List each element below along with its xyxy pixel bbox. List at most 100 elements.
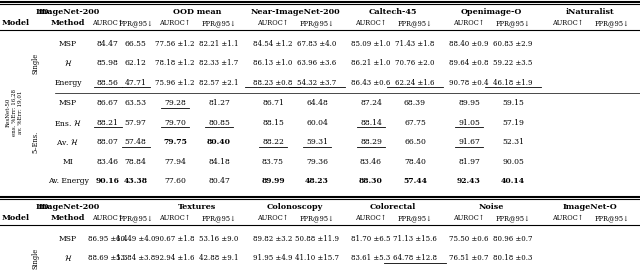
Text: 86.43 ±0.6: 86.43 ±0.6	[351, 79, 390, 87]
Text: 62.24 ±1.6: 62.24 ±1.6	[396, 79, 435, 87]
Text: 86.13 ±1.0: 86.13 ±1.0	[253, 59, 292, 67]
Text: 77.60: 77.60	[164, 177, 186, 185]
Text: 90.16: 90.16	[95, 177, 120, 185]
Text: 80.47: 80.47	[208, 177, 230, 185]
Text: Noise: Noise	[478, 203, 504, 211]
Text: 79.36: 79.36	[306, 158, 328, 166]
Text: ImageNet-200: ImageNet-200	[36, 203, 100, 211]
Text: 81.70 ±6.5: 81.70 ±6.5	[351, 235, 391, 243]
Text: 47.71: 47.71	[125, 79, 147, 87]
Text: 78.18 ±1.2: 78.18 ±1.2	[156, 59, 195, 67]
Text: ImageNet-200: ImageNet-200	[36, 8, 100, 16]
Text: AUROC↑: AUROC↑	[92, 214, 123, 222]
Text: 43.38: 43.38	[124, 177, 147, 185]
Text: 90.78 ±0.4: 90.78 ±0.4	[449, 79, 489, 87]
Text: 53.16 ±9.0: 53.16 ±9.0	[199, 235, 239, 243]
Text: ID:: ID:	[39, 8, 52, 16]
Text: 42.88 ±9.1: 42.88 ±9.1	[199, 254, 239, 262]
Text: 79.28: 79.28	[164, 99, 186, 107]
Text: 68.39: 68.39	[404, 99, 426, 107]
Text: 83.46: 83.46	[360, 158, 382, 166]
Text: 54.32 ±3.7: 54.32 ±3.7	[298, 79, 337, 87]
Text: AUROC↑: AUROC↑	[159, 19, 191, 27]
Text: Single: Single	[31, 53, 39, 74]
Text: 59.22 ±3.5: 59.22 ±3.5	[493, 59, 532, 67]
Text: 91.95 ±4.9: 91.95 ±4.9	[253, 254, 292, 262]
Text: 88.07: 88.07	[97, 138, 118, 146]
Text: 88.21: 88.21	[97, 119, 118, 127]
Text: 59.15: 59.15	[502, 99, 524, 107]
Text: AUROC↑: AUROC↑	[552, 19, 584, 27]
Text: Method: Method	[51, 214, 85, 222]
Text: 89.82 ±3.2: 89.82 ±3.2	[253, 235, 292, 243]
Text: 81.27: 81.27	[208, 99, 230, 107]
Text: FPR@95↓: FPR@95↓	[397, 19, 432, 27]
Text: 88.69 ±1.3: 88.69 ±1.3	[88, 254, 127, 262]
Text: 60.49 ±4.0: 60.49 ±4.0	[116, 235, 156, 243]
Text: 75.50 ±0.6: 75.50 ±0.6	[449, 235, 489, 243]
Text: MSP: MSP	[59, 40, 77, 48]
Text: 89.64 ±0.8: 89.64 ±0.8	[449, 59, 489, 67]
Text: 48.23: 48.23	[305, 177, 329, 185]
Text: 67.83 ±4.0: 67.83 ±4.0	[298, 40, 337, 48]
Text: FPR@95↓: FPR@95↓	[300, 214, 334, 222]
Text: 66.55: 66.55	[125, 40, 147, 48]
Text: 88.23 ±0.8: 88.23 ±0.8	[253, 79, 292, 87]
Text: 64.48: 64.48	[306, 99, 328, 107]
Text: 92.43: 92.43	[457, 177, 481, 185]
Text: MSP: MSP	[59, 235, 77, 243]
Text: 80.85: 80.85	[208, 119, 230, 127]
Text: 80.18 ±0.3: 80.18 ±0.3	[493, 254, 532, 262]
Text: 86.67: 86.67	[97, 99, 118, 107]
Text: 84.54 ±1.2: 84.54 ±1.2	[253, 40, 292, 48]
Text: AUROC↑: AUROC↑	[159, 214, 191, 222]
Text: 57.48: 57.48	[125, 138, 147, 146]
Text: Openimage-O: Openimage-O	[460, 8, 522, 16]
Text: 40.14: 40.14	[501, 177, 525, 185]
Text: 5–Ens.: 5–Ens.	[31, 131, 39, 153]
Text: 90.05: 90.05	[502, 158, 524, 166]
Text: 80.40: 80.40	[207, 138, 231, 146]
Text: FPR@95↓: FPR@95↓	[118, 214, 153, 222]
Text: Colorectal: Colorectal	[370, 203, 416, 211]
Text: 46.18 ±1.9: 46.18 ±1.9	[493, 79, 532, 87]
Text: AUROC↑: AUROC↑	[257, 19, 289, 27]
Text: 88.29: 88.29	[360, 138, 382, 146]
Text: 81.97: 81.97	[458, 158, 480, 166]
Text: 85.98: 85.98	[97, 59, 118, 67]
Text: 79.75: 79.75	[163, 138, 187, 146]
Text: 92.94 ±1.6: 92.94 ±1.6	[156, 254, 195, 262]
Text: 62.12: 62.12	[125, 59, 147, 67]
Text: FPR@95↓: FPR@95↓	[202, 19, 236, 27]
Text: 86.71: 86.71	[262, 99, 284, 107]
Text: 77.56 ±1.2: 77.56 ±1.2	[156, 40, 195, 48]
Text: FPR@95↓: FPR@95↓	[595, 19, 629, 27]
Text: Av. $\mathcal{H}$: Av. $\mathcal{H}$	[56, 137, 79, 147]
Text: 50.88 ±11.9: 50.88 ±11.9	[295, 235, 339, 243]
Text: AUROC↑: AUROC↑	[355, 19, 387, 27]
Text: 82.57 ±2.1: 82.57 ±2.1	[199, 79, 239, 87]
Text: 88.14: 88.14	[360, 119, 382, 127]
Text: 88.40 ±0.9: 88.40 ±0.9	[449, 40, 489, 48]
Text: Model: Model	[2, 19, 30, 27]
Text: 77.94: 77.94	[164, 158, 186, 166]
Text: 86.21 ±1.0: 86.21 ±1.0	[351, 59, 391, 67]
Text: 82.33 ±1.7: 82.33 ±1.7	[200, 59, 239, 67]
Text: 59.31: 59.31	[306, 138, 328, 146]
Text: Caltech-45: Caltech-45	[369, 8, 417, 16]
Text: MSP: MSP	[59, 99, 77, 107]
Text: Model: Model	[2, 214, 30, 222]
Text: AUROC↑: AUROC↑	[552, 214, 584, 222]
Text: Energy: Energy	[54, 79, 82, 87]
Text: 89.99: 89.99	[261, 177, 285, 185]
Text: 85.09 ±1.0: 85.09 ±1.0	[351, 40, 391, 48]
Text: Near-ImageNet-200: Near-ImageNet-200	[250, 8, 340, 16]
Text: 53.84 ±3.8: 53.84 ±3.8	[116, 254, 155, 262]
Text: 57.44: 57.44	[403, 177, 427, 185]
Text: 63.96 ±3.6: 63.96 ±3.6	[298, 59, 337, 67]
Text: 84.47: 84.47	[97, 40, 118, 48]
Text: 63.53: 63.53	[124, 99, 147, 107]
Text: Single: Single	[31, 248, 39, 269]
Text: 80.96 ±0.7: 80.96 ±0.7	[493, 235, 532, 243]
Text: 60.04: 60.04	[306, 119, 328, 127]
